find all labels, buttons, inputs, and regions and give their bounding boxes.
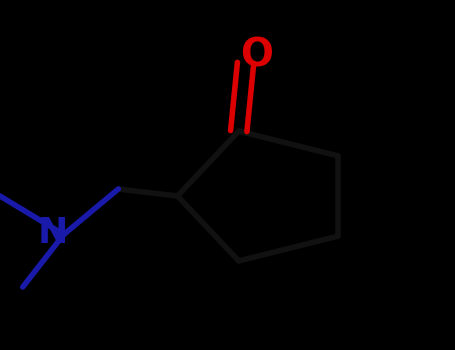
Text: O: O	[240, 37, 273, 75]
Text: N: N	[37, 216, 67, 250]
